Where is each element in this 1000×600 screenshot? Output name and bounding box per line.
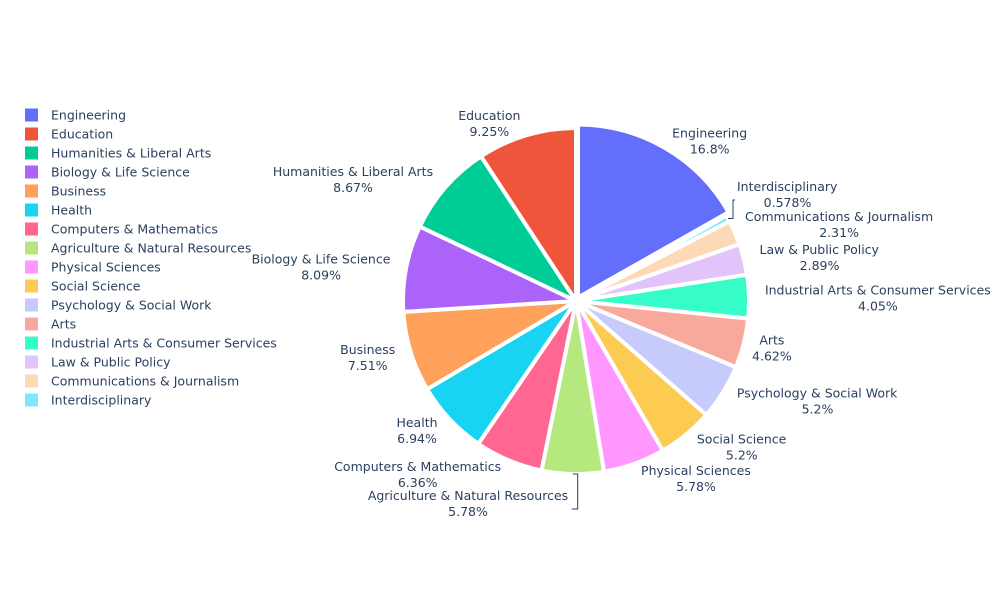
slice-percent-humanities-and-liberal-arts: 8.67% <box>333 180 373 195</box>
slice-percent-business: 7.51% <box>348 358 388 373</box>
legend-label-agriculture-and-natural-resources[interactable]: Agriculture & Natural Resources <box>51 241 251 256</box>
legend-label-humanities-and-liberal-arts[interactable]: Humanities & Liberal Arts <box>51 146 211 161</box>
legend-label-computers-and-mathematics[interactable]: Computers & Mathematics <box>51 222 218 237</box>
slice-name-business: Business <box>340 342 395 357</box>
legend-label-psychology-and-social-work[interactable]: Psychology & Social Work <box>51 298 212 313</box>
slice-name-arts: Arts <box>759 333 784 348</box>
slice-name-agriculture-and-natural-resources: Agriculture & Natural Resources <box>368 488 568 503</box>
slice-name-computers-and-mathematics: Computers & Mathematics <box>334 459 501 474</box>
legend-swatch-computers-and-mathematics[interactable] <box>25 222 38 236</box>
legend-swatch-engineering[interactable] <box>25 108 38 122</box>
legend-label-biology-and-life-science[interactable]: Biology & Life Science <box>51 165 190 180</box>
slice-percent-health: 6.94% <box>397 431 437 446</box>
slice-percent-arts: 4.62% <box>752 349 792 364</box>
legend-label-arts[interactable]: Arts <box>51 317 76 332</box>
slice-name-physical-sciences: Physical Sciences <box>641 463 751 478</box>
slice-name-humanities-and-liberal-arts: Humanities & Liberal Arts <box>273 164 433 179</box>
legend-label-education[interactable]: Education <box>51 127 113 142</box>
slice-name-biology-and-life-science: Biology & Life Science <box>252 251 391 266</box>
legend-label-communications-and-journalism[interactable]: Communications & Journalism <box>51 374 239 389</box>
legend-label-physical-sciences[interactable]: Physical Sciences <box>51 260 161 275</box>
slice-name-communications-and-journalism: Communications & Journalism <box>745 209 933 224</box>
slice-education[interactable] <box>479 126 578 303</box>
legend: Engineering Education Humanities & Liberal… <box>25 108 277 408</box>
legend-swatch-social-science[interactable] <box>25 279 38 293</box>
slice-percent-psychology-and-social-work: 5.2% <box>802 402 834 417</box>
slice-percent-education: 9.25% <box>469 124 509 139</box>
legend-label-law-and-public-policy[interactable]: Law & Public Policy <box>51 355 171 370</box>
legend-swatch-physical-sciences[interactable] <box>25 260 38 274</box>
slice-percent-physical-sciences: 5.78% <box>676 479 716 494</box>
slice-name-interdisciplinary: Interdisciplinary <box>737 179 838 194</box>
slice-name-engineering: Engineering <box>672 125 747 140</box>
pie-slices <box>401 122 751 476</box>
legend-swatch-education[interactable] <box>25 127 38 141</box>
slice-percent-social-science: 5.2% <box>726 447 758 462</box>
legend-label-social-science[interactable]: Social Science <box>51 279 141 294</box>
legend-swatch-biology-and-life-science[interactable] <box>25 165 38 179</box>
slice-name-social-science: Social Science <box>697 431 787 446</box>
slice-engineering[interactable] <box>576 122 731 300</box>
legend-label-health[interactable]: Health <box>51 203 92 218</box>
leader-line-agriculture-and-natural-resources <box>571 473 579 510</box>
legend-swatch-law-and-public-policy[interactable] <box>25 355 38 369</box>
leader-lines <box>571 199 735 510</box>
slice-percent-communications-and-journalism: 2.31% <box>819 225 859 240</box>
legend-swatch-communications-and-journalism[interactable] <box>25 374 38 388</box>
legend-swatch-business[interactable] <box>25 184 38 198</box>
slice-percent-engineering: 16.8% <box>690 141 730 156</box>
legend-swatch-humanities-and-liberal-arts[interactable] <box>25 146 38 160</box>
legend-label-industrial-arts-and-consumer-services[interactable]: Industrial Arts & Consumer Services <box>51 336 277 351</box>
slice-percent-industrial-arts-and-consumer-services: 4.05% <box>858 298 898 313</box>
slice-name-law-and-public-policy: Law & Public Policy <box>759 242 879 257</box>
legend-swatch-health[interactable] <box>25 203 38 217</box>
slice-percent-agriculture-and-natural-resources: 5.78% <box>448 504 488 519</box>
legend-label-interdisciplinary[interactable]: Interdisciplinary <box>51 393 152 408</box>
slice-name-education: Education <box>458 108 520 123</box>
slice-name-health: Health <box>396 415 437 430</box>
slice-percent-law-and-public-policy: 2.89% <box>800 258 840 273</box>
slice-percent-computers-and-mathematics: 6.36% <box>398 475 438 490</box>
slice-percent-biology-and-life-science: 8.09% <box>301 267 341 282</box>
legend-label-engineering[interactable]: Engineering <box>51 108 126 123</box>
legend-swatch-industrial-arts-and-consumer-services[interactable] <box>25 336 38 350</box>
legend-swatch-arts[interactable] <box>25 317 38 331</box>
legend-label-business[interactable]: Business <box>51 184 106 199</box>
legend-swatch-psychology-and-social-work[interactable] <box>25 298 38 312</box>
slice-name-psychology-and-social-work: Psychology & Social Work <box>737 386 898 401</box>
legend-swatch-interdisciplinary[interactable] <box>25 393 38 407</box>
leader-line-interdisciplinary <box>728 199 735 219</box>
slice-labels: Engineering16.8%Interdisciplinary0.578%C… <box>252 108 991 519</box>
legend-swatch-agriculture-and-natural-resources[interactable] <box>25 241 38 255</box>
slice-percent-interdisciplinary: 0.578% <box>764 195 812 210</box>
slice-name-industrial-arts-and-consumer-services: Industrial Arts & Consumer Services <box>765 282 991 297</box>
